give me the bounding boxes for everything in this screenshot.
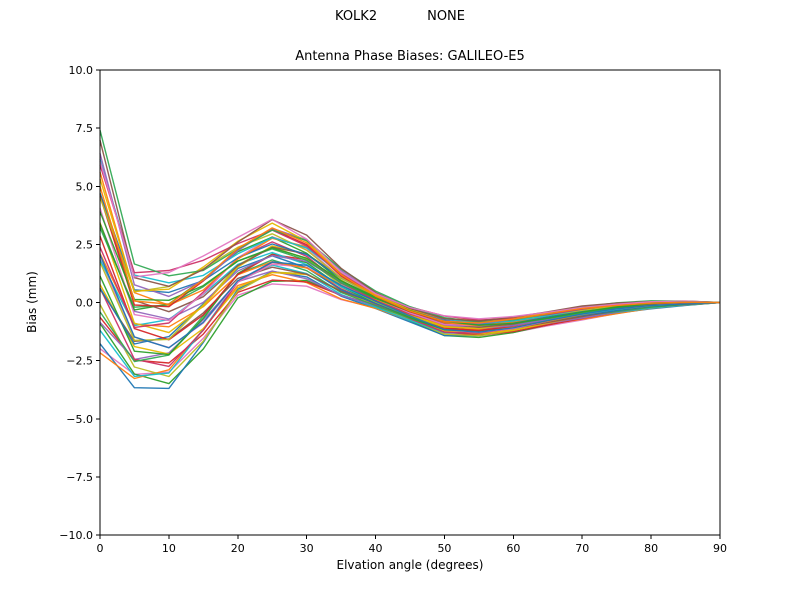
series-line <box>99 254 721 349</box>
y-axis-label: Bias (mm) <box>25 271 39 333</box>
y-tick-label: 7.5 <box>76 122 94 135</box>
series-line <box>99 161 721 320</box>
y-tick-label: −5.0 <box>66 413 93 426</box>
y-tick-label: −2.5 <box>66 355 93 368</box>
y-tick-label: −7.5 <box>66 471 93 484</box>
series-line <box>99 140 721 322</box>
chart-title: Antenna Phase Biases: GALILEO-E5 <box>295 49 525 64</box>
suptitle-station: KOLK2 <box>335 9 378 24</box>
x-tick-label: 80 <box>644 542 658 555</box>
x-tick-label: 20 <box>231 542 245 555</box>
x-axis-label: Elvation angle (degrees) <box>336 558 484 572</box>
series-line <box>99 130 721 323</box>
series-line <box>99 279 721 385</box>
x-tick-label: 90 <box>713 542 727 555</box>
x-tick-label: 70 <box>575 542 589 555</box>
series-line <box>99 153 721 325</box>
series-line <box>99 186 721 324</box>
y-tick-label: 2.5 <box>76 238 94 251</box>
suptitle: KOLK2 NONE <box>0 9 800 25</box>
x-tick-label: 50 <box>437 542 451 555</box>
x-tick-label: 40 <box>369 542 383 555</box>
x-tick-label: 10 <box>162 542 176 555</box>
series-line <box>99 178 721 322</box>
series-line <box>99 164 721 321</box>
y-tick-label: −10.0 <box>59 529 93 542</box>
y-tick-label: 5.0 <box>76 180 94 193</box>
y-tick-label: 0.0 <box>76 297 94 310</box>
y-tick-label: 10.0 <box>69 64 94 77</box>
x-tick-label: 30 <box>300 542 314 555</box>
x-tick-label: 60 <box>506 542 520 555</box>
series-line <box>99 158 721 324</box>
suptitle-solution: NONE <box>427 9 465 24</box>
x-tick-label: 0 <box>97 542 104 555</box>
